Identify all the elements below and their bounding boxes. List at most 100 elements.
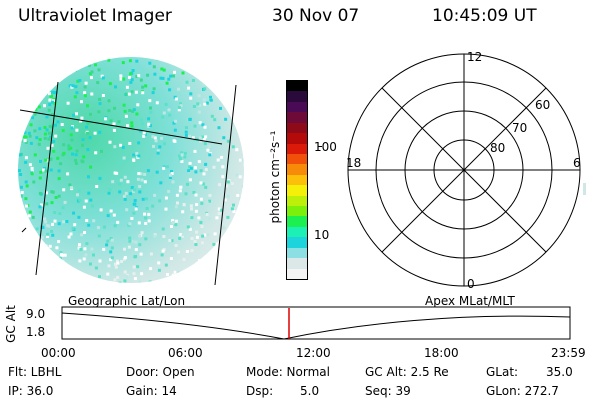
uv-speck bbox=[185, 250, 189, 253]
uv-speck bbox=[226, 215, 230, 219]
uv-speck bbox=[241, 158, 244, 162]
uv-speck bbox=[50, 201, 54, 205]
uv-speck bbox=[84, 81, 88, 85]
uv-speck bbox=[245, 207, 248, 210]
uv-speck bbox=[54, 60, 58, 64]
uv-speck bbox=[236, 126, 240, 130]
uv-speck bbox=[89, 278, 93, 282]
timeline-right-label: Apex MLat/MLT bbox=[425, 294, 515, 308]
uv-speck bbox=[41, 258, 45, 261]
uv-speck bbox=[35, 58, 39, 62]
uv-speck bbox=[177, 250, 181, 254]
uv-speck bbox=[225, 81, 228, 85]
uv-speck bbox=[217, 207, 221, 211]
uv-speck bbox=[163, 142, 166, 146]
colorbar-segment bbox=[287, 122, 307, 134]
uv-image-panel[interactable] bbox=[0, 0, 270, 300]
uv-speck bbox=[164, 103, 168, 106]
uv-speck bbox=[135, 75, 139, 78]
uv-speck bbox=[109, 209, 113, 213]
uv-speck bbox=[44, 158, 48, 162]
uv-speck bbox=[245, 174, 248, 177]
uv-speck bbox=[174, 244, 178, 247]
uv-speck bbox=[107, 109, 111, 113]
uv-speck bbox=[137, 154, 141, 158]
uv-speck bbox=[174, 119, 178, 123]
uv-speck bbox=[98, 97, 102, 101]
uv-speck bbox=[43, 270, 47, 274]
colorbar-segment bbox=[287, 206, 307, 217]
uv-speck bbox=[35, 227, 39, 231]
uv-speck bbox=[68, 84, 72, 88]
uv-speck bbox=[99, 179, 103, 183]
uv-speck bbox=[123, 247, 126, 251]
uv-speck bbox=[51, 255, 55, 259]
uv-speck bbox=[149, 124, 152, 128]
uv-speck bbox=[84, 253, 88, 257]
uv-speck bbox=[198, 136, 202, 140]
uv-speck bbox=[49, 168, 53, 172]
uv-speck bbox=[134, 240, 138, 244]
uv-speck bbox=[45, 224, 49, 228]
uv-speck bbox=[225, 184, 229, 188]
uv-speck bbox=[202, 138, 206, 142]
uv-speck bbox=[132, 108, 136, 112]
uv-speck bbox=[127, 92, 131, 96]
uv-speck bbox=[42, 93, 46, 97]
uv-speck bbox=[20, 191, 24, 194]
uv-speck bbox=[189, 204, 193, 208]
uv-speck bbox=[20, 238, 24, 242]
uv-speck bbox=[53, 219, 57, 223]
uv-speck bbox=[203, 125, 207, 129]
uv-speck bbox=[156, 57, 160, 61]
uv-speck bbox=[29, 141, 33, 145]
uv-speck bbox=[174, 205, 178, 209]
uv-speck bbox=[59, 256, 62, 260]
timeline-plot[interactable] bbox=[60, 305, 580, 345]
uv-speck bbox=[229, 95, 233, 99]
uv-speck bbox=[239, 114, 243, 118]
uv-speck bbox=[165, 165, 169, 169]
uv-speck bbox=[217, 126, 221, 130]
uv-speck bbox=[34, 108, 38, 111]
uv-speck bbox=[186, 182, 189, 186]
uv-speck bbox=[241, 142, 244, 146]
uv-speck bbox=[149, 106, 152, 110]
uv-speck bbox=[141, 197, 145, 201]
uv-speck bbox=[222, 136, 226, 140]
uv-speck bbox=[205, 212, 209, 216]
uv-speck bbox=[184, 192, 188, 196]
uv-speck bbox=[130, 240, 134, 243]
uv-speck bbox=[60, 70, 64, 74]
uv-speck bbox=[220, 208, 224, 212]
uv-speck bbox=[18, 273, 22, 277]
uv-speck bbox=[59, 57, 63, 61]
uv-speck bbox=[213, 64, 217, 68]
uv-speck bbox=[170, 172, 174, 175]
uv-speck bbox=[62, 151, 66, 155]
time-readout: 10:45:09 UT bbox=[432, 6, 537, 26]
colorbar-gradient bbox=[287, 81, 307, 280]
uv-speck bbox=[33, 112, 37, 116]
uv-speck bbox=[173, 128, 177, 132]
uv-speck bbox=[136, 265, 140, 269]
uv-speck bbox=[45, 191, 48, 195]
uv-speck bbox=[242, 212, 244, 216]
uv-speck bbox=[19, 139, 23, 143]
uv-speck bbox=[41, 268, 45, 272]
uv-speck bbox=[112, 213, 116, 217]
uv-speck bbox=[203, 233, 207, 237]
uv-speck bbox=[248, 91, 251, 94]
uv-speck bbox=[197, 110, 201, 114]
uv-speck bbox=[30, 166, 34, 170]
uv-speck bbox=[31, 261, 35, 265]
uv-speck bbox=[73, 95, 77, 99]
uv-speck bbox=[236, 194, 240, 197]
uv-speck bbox=[116, 276, 120, 279]
uv-speck bbox=[147, 122, 151, 126]
uv-speck bbox=[58, 73, 62, 77]
ip-readout: IP: 36.0 bbox=[8, 384, 54, 398]
uv-speck bbox=[74, 153, 78, 157]
uv-speck bbox=[190, 207, 194, 211]
uv-speck bbox=[140, 178, 144, 182]
